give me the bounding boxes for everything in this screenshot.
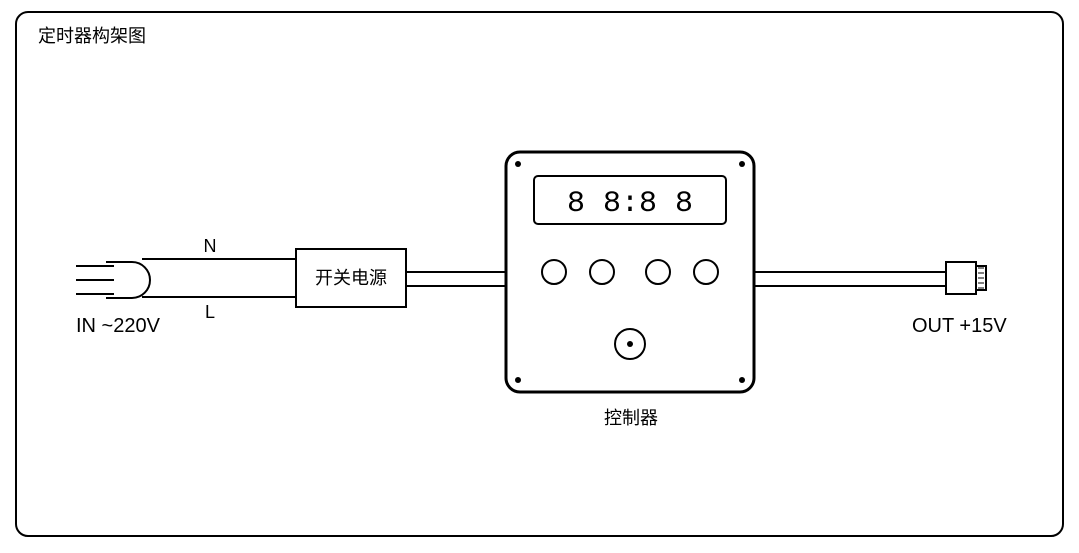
controller-label: 控制器: [604, 408, 658, 428]
plug-icon: [76, 262, 150, 298]
controller-button-3[interactable]: [646, 260, 670, 284]
input-label: IN ~220V: [76, 315, 161, 337]
controller-button-1[interactable]: [542, 260, 566, 284]
wire-label-l: L: [205, 302, 215, 322]
diagram-title: 定时器构架图: [38, 26, 146, 46]
controller-button-2[interactable]: [590, 260, 614, 284]
mid-wire: [406, 272, 506, 286]
controller-display: 8 8:8 8: [567, 187, 693, 221]
diagram-frame: [16, 12, 1063, 536]
wire-label-n: N: [204, 236, 217, 256]
output-connector-icon: [946, 262, 986, 294]
output-wire: [754, 272, 946, 286]
output-label: OUT +15V: [912, 315, 1007, 337]
power-supply-label: 开关电源: [315, 268, 387, 288]
controller-button-4[interactable]: [694, 260, 718, 284]
input-wire: [142, 259, 296, 297]
